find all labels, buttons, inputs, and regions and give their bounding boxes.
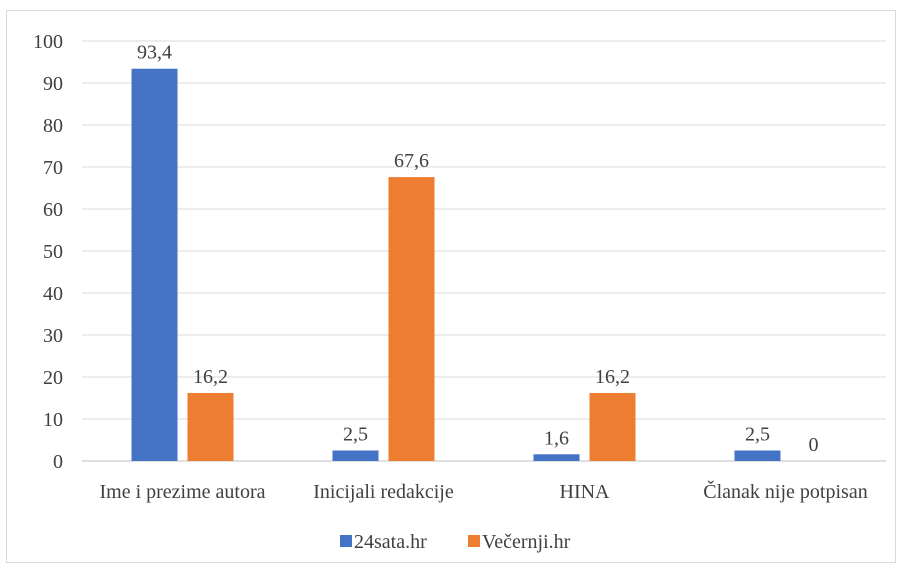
y-tick-label: 0: [53, 451, 63, 473]
bar-vecernji-1: [187, 392, 234, 461]
y-axis-ticks: 0 10 20 30 40 50 60 70 80 90 100: [33, 31, 63, 473]
bar-24sata-1: [131, 68, 178, 461]
bar-24sata-3: [533, 454, 580, 461]
y-tick-label: 100: [33, 31, 63, 53]
y-tick-label: 90: [43, 73, 63, 95]
category-label: Ime i prezime autora: [99, 481, 265, 503]
category-label: Inicijali redakcije: [313, 481, 454, 503]
legend-label-vecernji: Večernji.hr: [482, 531, 571, 553]
data-label-vecernji-2: 67,6: [394, 150, 429, 172]
legend-label-24sata: 24sata.hr: [354, 531, 427, 553]
y-tick-label: 10: [43, 409, 63, 431]
category-label: HINA: [560, 481, 611, 503]
category-label: Članak nije potpisan: [703, 479, 867, 503]
y-tick-label: 40: [43, 283, 63, 305]
y-tick-label: 30: [43, 325, 63, 347]
bar-vecernji-3: [589, 392, 636, 461]
legend-swatch-vecernji: [468, 535, 480, 547]
bar-vecernji-2: [388, 177, 435, 461]
legend-swatch-24sata: [340, 535, 352, 547]
bars: [131, 68, 781, 461]
data-label-24sata-1: 93,4: [137, 42, 172, 64]
bar-24sata-2: [332, 450, 379, 461]
data-label-24sata-4: 2,5: [745, 424, 770, 446]
data-label-vecernji-4: 0: [809, 434, 819, 456]
y-tick-label: 80: [43, 115, 63, 137]
data-label-vecernji-3: 16,2: [595, 366, 630, 388]
y-tick-label: 50: [43, 241, 63, 263]
data-label-vecernji-1: 16,2: [193, 366, 228, 388]
legend: 24sata.hr Večernji.hr: [340, 531, 571, 553]
y-tick-label: 70: [43, 157, 63, 179]
data-labels: 93,4 16,2 2,5 67,6 1,6 16,2 2,5 0: [137, 42, 819, 456]
data-label-24sata-3: 1,6: [544, 427, 569, 449]
x-axis-categories: Ime i prezime autora Inicijali redakcije H…: [99, 479, 867, 503]
y-tick-label: 60: [43, 199, 63, 221]
y-tick-label: 20: [43, 367, 63, 389]
data-label-24sata-2: 2,5: [343, 424, 368, 446]
bar-24sata-4: [734, 450, 781, 461]
